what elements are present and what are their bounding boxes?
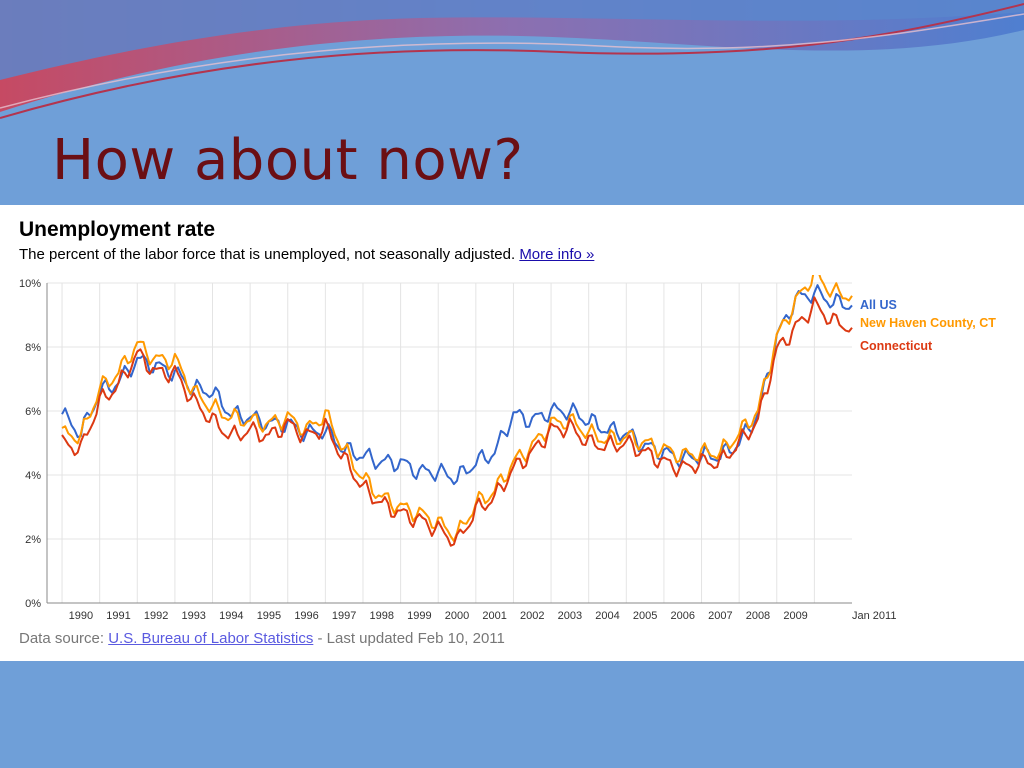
x-tick-label: 2001 xyxy=(482,610,506,622)
y-tick-label: 4% xyxy=(25,470,41,482)
source-prefix: Data source: xyxy=(19,630,109,647)
y-tick-label: 6% xyxy=(25,406,41,418)
x-tick-label: 1993 xyxy=(181,610,205,622)
x-tick-label: 2000 xyxy=(445,610,469,622)
bls-source-link[interactable]: U.S. Bureau of Labor Statistics xyxy=(108,630,314,647)
legend-item: New Haven County, CT xyxy=(860,316,996,330)
more-info-link[interactable]: More info » xyxy=(519,246,595,263)
y-tick-label: 0% xyxy=(25,598,41,610)
chart-panel: Unemployment rate The percent of the lab… xyxy=(0,205,1024,661)
series-line-all-us xyxy=(61,284,853,486)
x-tick-label: Jan 2011 xyxy=(852,610,896,622)
series-line-new-haven-county-ct xyxy=(61,275,853,542)
x-tick-label: 2009 xyxy=(783,610,807,622)
y-tick-label: 2% xyxy=(25,534,41,546)
decorative-waves xyxy=(0,0,1024,119)
x-tick-label: 1992 xyxy=(144,610,168,622)
x-tick-label: 1990 xyxy=(69,610,93,622)
chart-subtitle: The percent of the labor force that is u… xyxy=(19,246,594,263)
y-tick-label: 10% xyxy=(19,278,41,290)
x-tick-label: 2004 xyxy=(595,610,619,622)
y-tick-label: 8% xyxy=(25,342,41,354)
last-updated: - Last updated Feb 10, 2011 xyxy=(313,630,505,647)
x-tick-label: 2005 xyxy=(633,610,657,622)
chart-title: Unemployment rate xyxy=(19,218,216,241)
x-tick-label: 1997 xyxy=(332,610,356,622)
x-tick-label: 2006 xyxy=(670,610,694,622)
x-tick-label: 1994 xyxy=(219,610,243,622)
line-chart: 0% 2% 4% 6% 8% 10% 1990 1991 1992 1993 1994 1995 199… xyxy=(19,275,996,622)
x-tick-label: 1995 xyxy=(257,610,281,622)
legend-item: Connecticut xyxy=(860,339,933,353)
x-tick-label: 2002 xyxy=(520,610,544,622)
x-tick-label: 1998 xyxy=(370,610,394,622)
x-tick-label: 2003 xyxy=(558,610,582,622)
series-lines xyxy=(61,275,853,547)
x-tick-label: 2008 xyxy=(746,610,770,622)
x-tick-label: 1991 xyxy=(106,610,130,622)
chart-description: The percent of the labor force that is u… xyxy=(19,246,516,263)
axes: 0% 2% 4% 6% 8% 10% 1990 1991 1992 1993 1994 1995 199… xyxy=(19,278,896,622)
legend-item: All US xyxy=(860,298,897,312)
legend: All US New Haven County, CT Connecticut xyxy=(860,298,996,353)
slide-title: How about now? xyxy=(52,128,524,193)
series-line-connecticut xyxy=(61,296,853,547)
x-tick-label: 2007 xyxy=(708,610,732,622)
grid-lines xyxy=(47,282,852,604)
data-source-footer: Data source: U.S. Bureau of Labor Statis… xyxy=(19,630,505,647)
x-tick-label: 1999 xyxy=(407,610,431,622)
x-tick-label: 1996 xyxy=(294,610,318,622)
